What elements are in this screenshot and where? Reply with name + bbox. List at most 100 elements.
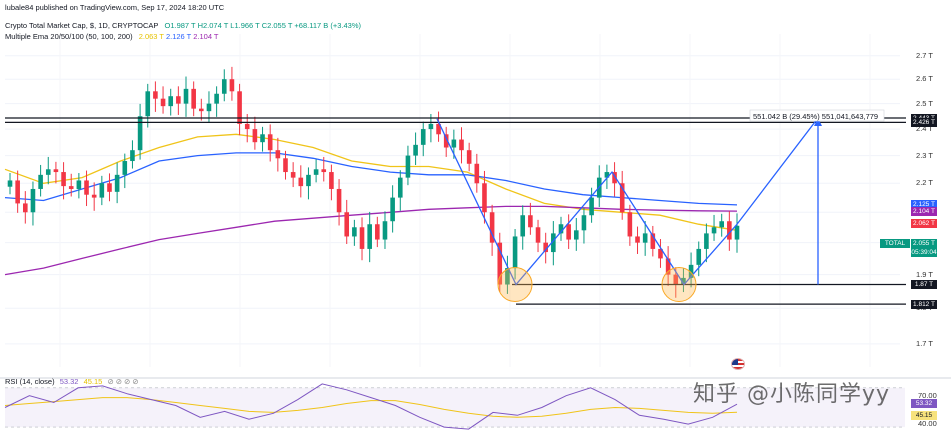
- candle-body: [15, 180, 20, 204]
- candle-body: [367, 224, 372, 249]
- last-price-value: 2.055 T: [913, 240, 935, 247]
- candle-body: [114, 174, 120, 192]
- candle-body: [214, 93, 219, 104]
- rsi-ma-tag: 45.15: [911, 411, 937, 420]
- candle-body: [191, 88, 196, 109]
- rsi-band: [5, 387, 905, 428]
- ema-value-3: 2.104 T: [193, 32, 219, 41]
- w-pattern-path: [436, 117, 819, 286]
- candle-body: [551, 233, 556, 253]
- candle-body: [38, 174, 43, 189]
- candle-body: [45, 169, 51, 175]
- candle-body: [558, 224, 564, 234]
- candle-body: [604, 172, 610, 178]
- candle-body: [153, 91, 158, 99]
- candle-body: [474, 163, 480, 184]
- candle-body: [390, 197, 395, 222]
- series-header[interactable]: Crypto Total Market Cap, $, 1D, CRYPTOCA…: [5, 21, 361, 31]
- price-tag: 2.104 T: [911, 206, 937, 216]
- candle-body: [436, 123, 441, 135]
- candle-body: [313, 169, 319, 175]
- candle-body: [627, 212, 633, 237]
- candle-body: [543, 242, 548, 253]
- candle-body: [619, 183, 625, 213]
- us-flag-icon[interactable]: [731, 358, 745, 370]
- candle-body: [199, 108, 204, 112]
- candle-body: [53, 169, 59, 173]
- candle-body: [459, 139, 464, 151]
- rsi-header[interactable]: RSI (14, close) 53.32 45.15 ⊘⊘⊘⊘: [5, 377, 141, 386]
- price-tag: 2.125 T: [911, 200, 937, 210]
- candle-body: [428, 123, 434, 130]
- candle-body: [352, 227, 357, 237]
- candle-body: [107, 183, 112, 192]
- grid: [5, 34, 900, 367]
- measure-arrowhead: [814, 118, 822, 127]
- candle-body: [505, 268, 510, 285]
- price-tag: 1.812 T: [911, 299, 937, 309]
- price-axis-tick: 2.5 T: [916, 98, 933, 108]
- candle-body: [382, 221, 388, 240]
- price-axis-tick: 1.9 T: [916, 269, 933, 279]
- candle-body: [283, 158, 288, 173]
- candle-body: [137, 116, 143, 151]
- candle-body: [711, 227, 717, 234]
- candle-body: [727, 221, 732, 240]
- candle-body: [696, 248, 702, 265]
- rsi-title: RSI (14, close): [5, 377, 55, 386]
- candle-body: [497, 242, 503, 285]
- candle-body: [68, 186, 74, 189]
- rsi-pane: [0, 377, 951, 430]
- candle-body: [635, 236, 640, 243]
- rsi-settings-icons[interactable]: ⊘⊘⊘⊘: [107, 377, 141, 386]
- candle-body: [229, 79, 235, 92]
- candle-body: [168, 96, 174, 107]
- candle-body: [160, 98, 166, 107]
- ema-value-2: 2.126 T: [165, 32, 192, 41]
- candle-body: [688, 264, 694, 278]
- candle-body: [344, 212, 350, 237]
- bottom-circle-right: [661, 267, 697, 303]
- candle-body: [375, 224, 380, 240]
- price-axis-tick: 1.7 T: [916, 338, 933, 348]
- rsi-tick-70: 70.00: [918, 391, 937, 400]
- total-symbol-tag: TOTAL: [880, 239, 910, 248]
- candle-body: [734, 225, 740, 240]
- countdown-tag: 05:39:04: [911, 248, 937, 257]
- candle-body: [466, 150, 472, 164]
- candle-body: [451, 139, 457, 148]
- candle-body: [681, 277, 686, 285]
- candle-body: [306, 174, 311, 187]
- candle-body: [267, 134, 273, 151]
- candle-body: [298, 177, 304, 187]
- measure-label: 551.042 B (29.45%) 551,041,643,779: [753, 112, 879, 121]
- candle-body: [61, 172, 66, 187]
- price-axis-tick: 2.3 T: [916, 150, 933, 160]
- candle-body: [413, 144, 418, 156]
- low-value: L1.966 T: [230, 21, 260, 30]
- ema-header[interactable]: Multiple Ema 20/50/100 (50, 100, 200) 2.…: [5, 32, 219, 42]
- candle-body: [321, 169, 327, 173]
- candle-body: [176, 96, 181, 104]
- candle-body: [566, 224, 571, 240]
- high-value: H2.074 T: [197, 21, 229, 30]
- candle-body: [642, 233, 648, 243]
- candle-body: [84, 180, 89, 195]
- candle-body: [658, 248, 663, 259]
- last-price-tag: 2.055 T: [911, 239, 937, 248]
- candle-body: [145, 91, 151, 117]
- ema-name: Multiple Ema 20/50/100 (50, 100, 200): [5, 32, 133, 41]
- candle-body: [420, 129, 426, 145]
- candle-body: [443, 134, 449, 148]
- candle-body: [260, 134, 265, 143]
- candle-body: [244, 123, 250, 130]
- candle-body: [30, 188, 36, 213]
- rsi-value: 53.32: [59, 377, 79, 386]
- candle-body: [336, 188, 342, 213]
- ema-line: [4, 205, 738, 276]
- candle-body: [221, 79, 227, 94]
- candle-body: [206, 103, 212, 112]
- price-axis-tick: 2.2 T: [916, 178, 933, 188]
